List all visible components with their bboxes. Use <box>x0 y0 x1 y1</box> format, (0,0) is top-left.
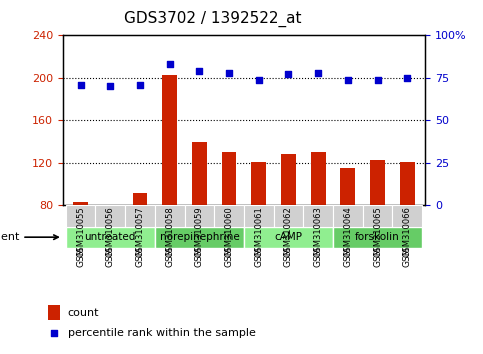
Bar <box>132 193 147 290</box>
Bar <box>311 152 326 290</box>
Point <box>290 223 298 228</box>
Point <box>77 82 85 87</box>
Bar <box>185 205 214 227</box>
Text: GSM310055: GSM310055 <box>76 212 85 267</box>
Text: GSM310057: GSM310057 <box>136 212 144 267</box>
Bar <box>392 205 422 227</box>
Point <box>136 82 144 87</box>
Bar <box>303 205 333 227</box>
Bar <box>370 160 385 290</box>
Bar <box>48 305 60 320</box>
Point <box>403 75 411 81</box>
Text: GSM310063: GSM310063 <box>313 212 323 267</box>
Text: GSM310056: GSM310056 <box>106 212 115 267</box>
Point <box>196 68 203 74</box>
Text: GSM310066: GSM310066 <box>403 206 412 257</box>
Bar <box>363 205 392 227</box>
Text: GSM310058: GSM310058 <box>165 212 174 267</box>
Text: percentile rank within the sample: percentile rank within the sample <box>68 328 256 338</box>
Bar <box>125 205 155 227</box>
Text: untreated: untreated <box>85 232 136 242</box>
Point <box>314 70 322 76</box>
Bar <box>96 205 125 227</box>
Text: forskolin: forskolin <box>355 232 400 242</box>
Bar <box>281 154 296 290</box>
Bar <box>273 205 303 227</box>
Point <box>225 70 233 76</box>
Text: cAMP: cAMP <box>274 232 302 242</box>
Text: GSM310061: GSM310061 <box>254 206 263 257</box>
Point <box>255 77 263 82</box>
Text: GSM310057: GSM310057 <box>136 206 144 257</box>
Bar <box>192 142 207 290</box>
Bar <box>244 227 333 248</box>
Text: GSM310060: GSM310060 <box>225 206 234 257</box>
Bar <box>244 205 273 227</box>
Bar <box>222 152 237 290</box>
Bar <box>155 205 185 227</box>
Text: GSM310055: GSM310055 <box>76 206 85 257</box>
Bar <box>214 205 244 227</box>
Text: count: count <box>68 308 99 318</box>
Bar <box>66 205 96 227</box>
Text: GSM310063: GSM310063 <box>313 206 323 257</box>
Bar <box>103 205 118 290</box>
Text: GSM310058: GSM310058 <box>165 206 174 257</box>
Bar <box>400 162 414 290</box>
Text: agent: agent <box>0 232 58 242</box>
Bar <box>333 227 422 248</box>
Text: GSM310059: GSM310059 <box>195 206 204 257</box>
Bar <box>251 162 266 290</box>
Text: GSM310062: GSM310062 <box>284 206 293 257</box>
Bar <box>333 205 363 227</box>
Text: GSM310056: GSM310056 <box>106 206 115 257</box>
Bar <box>73 202 88 290</box>
Text: GSM310062: GSM310062 <box>284 212 293 267</box>
Point <box>166 62 173 67</box>
Text: GSM310064: GSM310064 <box>343 206 352 257</box>
Text: GDS3702 / 1392522_at: GDS3702 / 1392522_at <box>124 11 301 27</box>
Text: norepinephrine: norepinephrine <box>159 232 239 242</box>
Bar <box>66 227 155 248</box>
Text: GSM310059: GSM310059 <box>195 212 204 267</box>
Text: GSM310065: GSM310065 <box>373 212 382 267</box>
Point <box>344 77 352 82</box>
Bar <box>162 75 177 290</box>
Text: GSM310066: GSM310066 <box>403 212 412 267</box>
Point <box>374 77 382 82</box>
Text: GSM310060: GSM310060 <box>225 212 234 267</box>
Text: GSM310064: GSM310064 <box>343 212 352 267</box>
Point <box>284 72 292 77</box>
Bar <box>341 168 355 290</box>
Text: GSM310065: GSM310065 <box>373 206 382 257</box>
Point <box>106 84 114 89</box>
Text: GSM310061: GSM310061 <box>254 212 263 267</box>
Bar <box>155 227 244 248</box>
